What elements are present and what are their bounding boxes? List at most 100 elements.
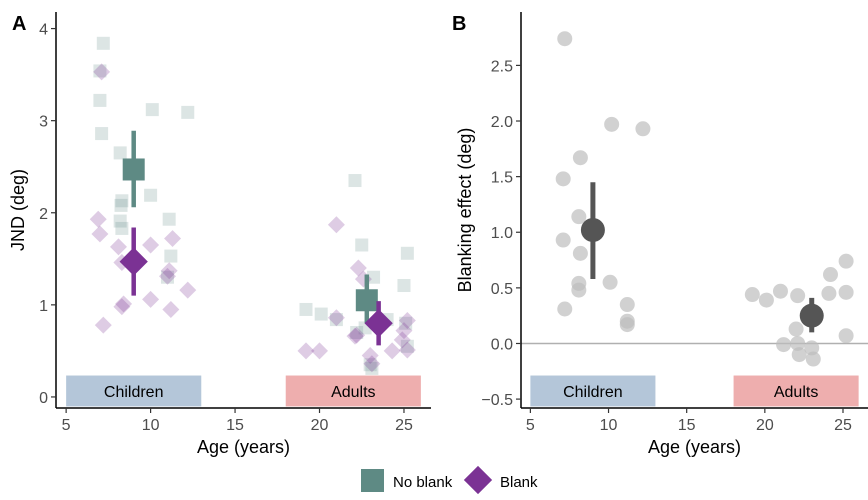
data-point-blank bbox=[162, 300, 180, 318]
data-point-no-blank bbox=[113, 214, 127, 228]
mean-marker-blank-children bbox=[119, 247, 148, 276]
x-tick-label: 10 bbox=[142, 417, 160, 434]
data-point-blank bbox=[159, 267, 176, 285]
x-tick-label: 5 bbox=[526, 417, 535, 434]
data-point-blank bbox=[395, 322, 413, 340]
data-point-blank bbox=[91, 225, 109, 243]
data-point-effect bbox=[555, 232, 571, 248]
data-point-no-blank bbox=[164, 249, 178, 263]
data-point-blank bbox=[94, 316, 112, 334]
data-point-effect bbox=[619, 297, 635, 313]
data-point-blank bbox=[346, 327, 364, 345]
data-point-blank bbox=[398, 312, 416, 329]
data-point-no-blank bbox=[363, 358, 377, 372]
data-point-no-blank bbox=[399, 316, 413, 330]
y-tick-label: 2 bbox=[39, 206, 48, 223]
x-tick-label: 5 bbox=[62, 417, 71, 434]
panel-label: A bbox=[12, 13, 26, 35]
data-point-effect bbox=[619, 317, 635, 333]
data-point-blank bbox=[383, 342, 401, 360]
data-point-effect bbox=[805, 351, 821, 367]
data-point-effect bbox=[604, 116, 620, 132]
data-point-effect bbox=[602, 274, 618, 290]
data-point-no-blank bbox=[299, 302, 313, 316]
data-point-blank bbox=[398, 341, 416, 359]
y-tick-label: 4 bbox=[39, 22, 48, 39]
group-band-adults bbox=[285, 375, 421, 407]
data-point-blank bbox=[93, 63, 111, 81]
data-point-effect bbox=[572, 150, 588, 166]
x-tick-label: 15 bbox=[226, 417, 244, 434]
legend: No blank Blank bbox=[361, 465, 538, 495]
data-point-blank bbox=[110, 238, 127, 256]
data-point-blank bbox=[348, 326, 366, 344]
data-point-effect bbox=[804, 340, 820, 356]
y-tick-label: 1.5 bbox=[491, 170, 513, 187]
data-point-no-blank bbox=[365, 361, 379, 375]
group-band-adults bbox=[733, 375, 859, 407]
data-point-no-blank bbox=[400, 246, 414, 260]
data-point-effect bbox=[838, 284, 854, 300]
data-point-blank bbox=[349, 259, 367, 277]
y-axis-title: Blanking effect (deg) bbox=[455, 128, 475, 293]
panel-b: B Children Adults 5 10 15 20 25 −0.5 0.0 0.5 1.0 1.5… bbox=[452, 12, 868, 457]
legend-label-no-blank: No blank bbox=[393, 474, 453, 491]
group-label: Children bbox=[563, 384, 623, 401]
data-point-effect bbox=[772, 283, 788, 299]
data-point-no-blank bbox=[329, 313, 343, 327]
data-point-no-blank bbox=[160, 270, 174, 284]
data-point-no-blank bbox=[93, 64, 107, 78]
x-tick-label: 20 bbox=[756, 417, 774, 434]
data-point-no-blank bbox=[400, 339, 414, 353]
data-point-no-blank bbox=[115, 194, 129, 208]
data-point-blank bbox=[327, 216, 345, 234]
data-point-blank bbox=[160, 262, 178, 280]
legend-swatch-no-blank bbox=[361, 469, 384, 492]
data-point-blank bbox=[164, 230, 182, 248]
data-point-blank bbox=[311, 342, 328, 360]
y-tick-label: 1 bbox=[39, 298, 48, 315]
data-point-effect bbox=[635, 121, 651, 137]
panel-a: A Children Adults 5 10 15 20 25 0 1 2 3 4 Age (years)… bbox=[8, 12, 431, 457]
mean-marker-effect-adults bbox=[799, 303, 824, 328]
data-point-blank bbox=[115, 295, 133, 313]
data-point-no-blank bbox=[367, 270, 381, 284]
data-point-blank bbox=[179, 281, 197, 299]
data-point-effect bbox=[821, 285, 837, 301]
y-axis-title: JND (deg) bbox=[8, 169, 28, 251]
x-axis-title: Age (years) bbox=[197, 437, 290, 457]
x-axis-title: Age (years) bbox=[648, 437, 741, 457]
data-point-effect bbox=[758, 292, 774, 308]
data-point-no-blank bbox=[162, 212, 176, 226]
y-tick-label: 2.5 bbox=[491, 58, 513, 75]
data-point-effect bbox=[572, 245, 588, 261]
data-point-blank bbox=[89, 210, 107, 228]
data-point-effect bbox=[790, 288, 806, 304]
group-band-children bbox=[530, 375, 656, 407]
data-point-blank bbox=[142, 236, 160, 254]
data-point-no-blank bbox=[96, 36, 110, 50]
legend-swatch-blank bbox=[463, 465, 493, 495]
data-point-blank bbox=[393, 331, 411, 349]
y-tick-label: 0.5 bbox=[491, 281, 513, 298]
mean-marker-no-blank-children bbox=[122, 158, 145, 181]
data-point-blank bbox=[363, 355, 381, 373]
y-tick-label: −0.5 bbox=[481, 392, 513, 409]
data-point-no-blank bbox=[113, 146, 127, 160]
data-point-no-blank bbox=[145, 103, 159, 117]
data-point-effect bbox=[788, 321, 804, 337]
y-tick-label: 1.0 bbox=[491, 225, 513, 242]
mean-marker-blank-adults bbox=[364, 309, 393, 338]
y-tick-label: 0.0 bbox=[491, 336, 513, 353]
y-tick-label: 0 bbox=[39, 390, 48, 407]
data-point-effect bbox=[744, 287, 760, 303]
data-point-no-blank bbox=[114, 198, 128, 212]
group-label: Children bbox=[104, 384, 164, 401]
mean-marker-no-blank-adults bbox=[355, 289, 378, 312]
data-point-effect bbox=[838, 328, 854, 344]
data-point-no-blank bbox=[314, 307, 328, 321]
data-point-no-blank bbox=[181, 105, 195, 119]
legend-label-blank: Blank bbox=[500, 474, 538, 491]
